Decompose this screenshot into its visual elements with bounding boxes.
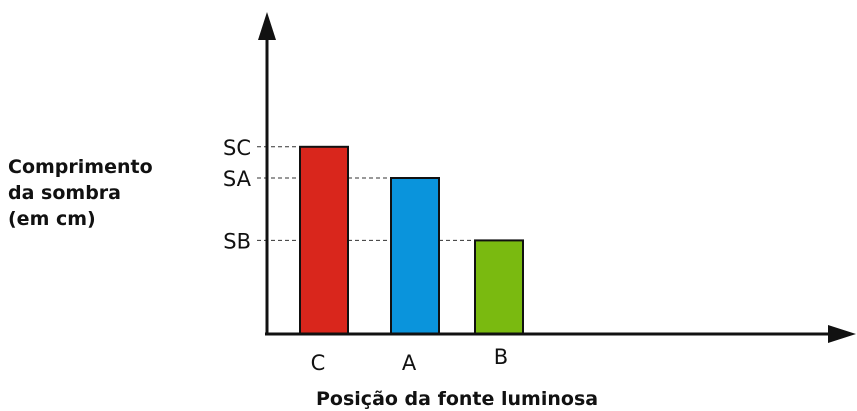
y-axis-label-line-1: Comprimento [8, 156, 153, 178]
y-tick-label-sa: SA [223, 167, 252, 191]
y-tick-labels: SC SA SB [223, 136, 252, 254]
x-tick-label-a: A [402, 351, 417, 375]
bar-a [390, 177, 440, 335]
bar-b [474, 239, 524, 335]
y-axis-arrow-icon [258, 12, 276, 40]
y-axis-label: Comprimento da sombra (em cm) [8, 154, 208, 232]
bar-c [299, 145, 349, 335]
x-tick-label-c: C [311, 351, 326, 375]
bars [299, 145, 524, 335]
x-tick-label-b: B [494, 345, 508, 369]
x-axis-label: Posição da fonte luminosa [316, 388, 599, 410]
guide-lines [257, 146, 475, 241]
y-tick-label-sb: SB [223, 229, 251, 253]
y-tick-label-sc: SC [223, 136, 251, 160]
x-axis-arrow-icon [828, 325, 856, 343]
axes [258, 12, 856, 343]
y-axis-label-line-3: (em cm) [8, 208, 96, 230]
y-axis-label-line-2: da sombra [8, 182, 121, 204]
